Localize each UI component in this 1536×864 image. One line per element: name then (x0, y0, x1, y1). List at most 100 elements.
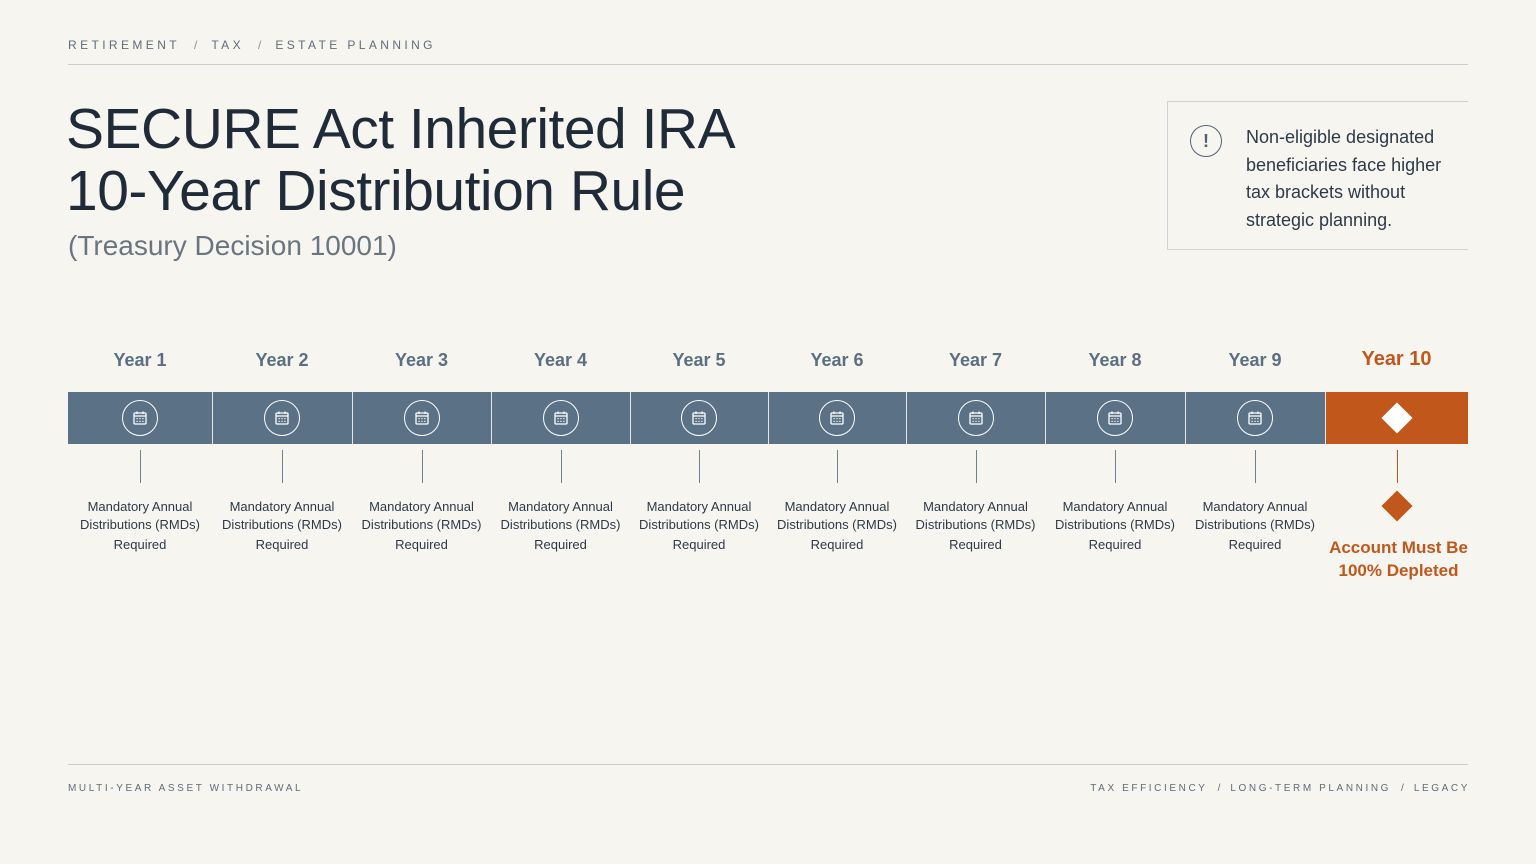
year-7-bar-segment (906, 392, 1045, 444)
year-10-bar-segment (1325, 392, 1468, 444)
year-5-bar-segment (630, 392, 768, 444)
year-6-connector (837, 450, 838, 483)
requirement-text-line3: Required (255, 537, 309, 552)
top-divider (68, 64, 1468, 65)
footer-left-label: MULTI-YEAR ASSET WITHDRAWAL (68, 783, 304, 794)
year-9-bar-segment (1185, 392, 1325, 444)
requirement-text-line3: Required (534, 537, 587, 552)
calendar-icon (403, 400, 440, 436)
year-10-label: Year 10 (1361, 348, 1432, 370)
year-8-bar-segment (1045, 392, 1185, 444)
requirement-text-line1: Mandatory Annual (229, 499, 335, 514)
breadcrumb-item-estate-planning: ESTATE PLANNING (275, 38, 436, 52)
calendar-icon (957, 400, 994, 436)
footer-tag-long-term-planning: LONG-TERM PLANNING (1230, 783, 1392, 794)
callout-text: Non-eligible designated beneficiaries fa… (1246, 127, 1442, 230)
bar-divider (352, 392, 353, 444)
year-3-connector (422, 450, 423, 483)
breadcrumb-item-retirement: RETIREMENT (68, 38, 180, 52)
footer-tag-tax-efficiency: TAX EFFICIENCY (1090, 783, 1208, 794)
calendar-icon (681, 400, 717, 436)
requirement-text-line2: Distributions (RMDs) (222, 517, 342, 532)
final-requirement-line1: Account Must Be (1329, 538, 1468, 557)
year-8-label: Year 8 (1088, 350, 1142, 370)
year-5-connector (699, 450, 700, 483)
bar-divider (1045, 392, 1046, 444)
requirement-text-line3: Required (1228, 537, 1282, 552)
requirement-text-line3: Required (395, 537, 448, 552)
year-2-label: Year 2 (255, 350, 309, 370)
title-line-2: 10-Year Distribution Rule (66, 159, 686, 223)
page-subtitle: (Treasury Decision 10001) (68, 230, 397, 261)
calendar-icon (819, 400, 855, 436)
diamond-marker-icon (1380, 490, 1413, 522)
requirement-text-line1: Mandatory Annual (923, 499, 1028, 514)
breadcrumb-separator: / (194, 38, 198, 52)
requirement-text-line1: Mandatory Annual (1202, 499, 1308, 514)
requirement-text-line2: Distributions (RMDs) (639, 517, 759, 532)
requirement-text-line1: Mandatory Annual (508, 499, 613, 514)
calendar-icon (264, 400, 300, 436)
requirement-text-line1: Mandatory Annual (784, 499, 890, 514)
requirement-text-line1: Mandatory Annual (369, 499, 474, 514)
year-4-connector (561, 450, 562, 483)
bar-divider (768, 392, 769, 444)
footer-separator: / (1401, 783, 1404, 794)
bottom-divider (68, 764, 1468, 765)
title-line-1: SECURE Act Inherited IRA (66, 97, 736, 161)
footer-right-tags: TAX EFFICIENCY / LONG-TERM PLANNING / LE… (1090, 783, 1470, 794)
requirement-text-line2: Distributions (RMDs) (500, 517, 621, 532)
requirement-text-line3: Required (672, 537, 726, 552)
breadcrumb-item-tax: TAX (211, 38, 244, 52)
calendar-icon (542, 400, 579, 436)
year-2-connector (282, 450, 283, 483)
requirement-text-line2: Distributions (RMDs) (915, 517, 1036, 532)
year-6-requirement: Mandatory Annual Distributions (RMDs) Requ… (769, 498, 905, 554)
requirement-text-line1: Mandatory Annual (1062, 499, 1168, 514)
year-6-bar-segment (768, 392, 906, 444)
breadcrumb: RETIREMENT / TAX / ESTATE PLANNING (68, 38, 436, 52)
requirement-text-line1: Mandatory Annual (87, 499, 193, 514)
requirement-text-line2: Distributions (RMDs) (1055, 517, 1175, 532)
requirement-text-line1: Mandatory Annual (646, 499, 752, 514)
year-7-connector (976, 450, 977, 483)
requirement-text-line3: Required (810, 537, 864, 552)
final-requirement-line2: 100% Depleted (1338, 561, 1459, 580)
bar-divider (1325, 392, 1326, 444)
year-8-connector (1115, 450, 1116, 483)
year-9-label: Year 9 (1228, 350, 1282, 370)
distribution-timeline: Year 1 Mandatory Annual Distributions (RMD… (68, 340, 1468, 600)
footer-tag-legacy: LEGACY (1413, 783, 1470, 794)
year-4-bar-segment (491, 392, 630, 444)
year-3-label: Year 3 (394, 350, 449, 370)
year-9-requirement: Mandatory Annual Distributions (RMDs) Requ… (1187, 498, 1323, 554)
diamond-icon (1380, 402, 1413, 434)
page-title: SECURE Act Inherited IRA 10-Year Distrib… (66, 97, 736, 223)
year-4-label: Year 4 (533, 350, 588, 370)
bar-divider (1185, 392, 1186, 444)
year-2-bar-segment (212, 392, 352, 444)
bar-divider (212, 392, 213, 444)
year-3-bar-segment (352, 392, 491, 444)
year-3-requirement: Mandatory Annual Distributions (RMDs) Requ… (354, 498, 490, 554)
year-1-requirement: Mandatory Annual Distributions (RMDs) Requ… (72, 498, 208, 554)
year-7-requirement: Mandatory Annual Distributions (RMDs) Requ… (908, 498, 1044, 554)
year-2-requirement: Mandatory Annual Distributions (RMDs) Requ… (214, 498, 350, 554)
year-10-connector (1397, 450, 1398, 483)
calendar-icon (1097, 400, 1133, 436)
footer-separator: / (1217, 783, 1221, 794)
calendar-icon (1237, 400, 1273, 436)
requirement-text-line2: Distributions (RMDs) (777, 517, 897, 532)
year-5-requirement: Mandatory Annual Distributions (RMDs) Requ… (631, 498, 767, 554)
year-5-label: Year 5 (672, 350, 726, 370)
exclamation-circle-icon: ! (1190, 125, 1222, 157)
requirement-text-line2: Distributions (RMDs) (1195, 517, 1315, 532)
calendar-icon (122, 400, 158, 436)
year-1-label: Year 1 (113, 350, 167, 370)
bar-divider (491, 392, 492, 444)
bar-divider (630, 392, 631, 444)
year-6-label: Year 6 (810, 350, 864, 370)
requirement-text-line2: Distributions (RMDs) (80, 517, 200, 532)
warning-callout: ! Non-eligible designated beneficiaries … (1167, 101, 1468, 250)
requirement-text-line2: Distributions (RMDs) (361, 517, 482, 532)
